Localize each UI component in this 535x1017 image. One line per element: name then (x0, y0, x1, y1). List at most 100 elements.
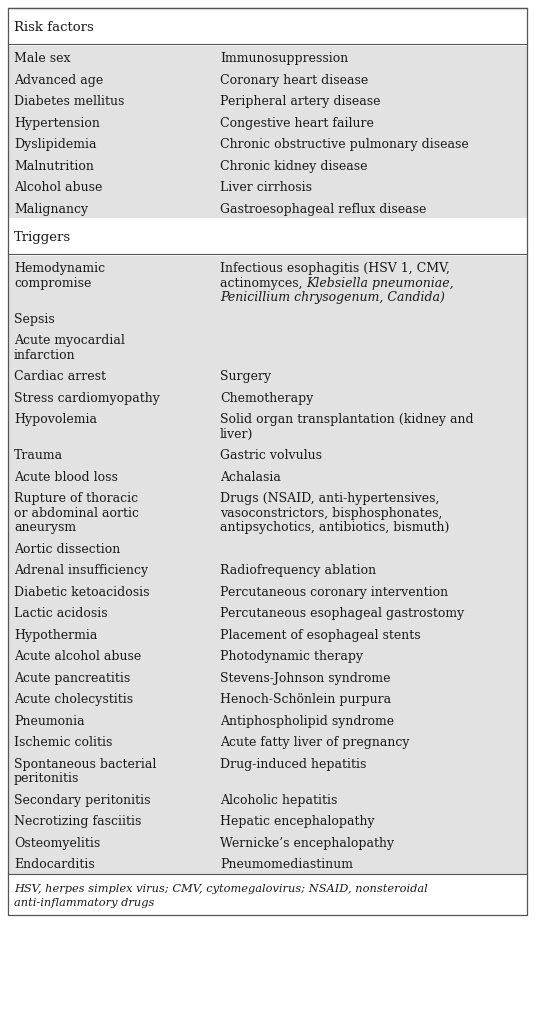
Text: Infectious esophagitis (HSV 1, CMV,: Infectious esophagitis (HSV 1, CMV, (220, 262, 450, 276)
Bar (8, 154, 527, 175)
Text: Peripheral artery disease: Peripheral artery disease (220, 96, 380, 109)
Bar (8, 644, 527, 665)
Bar (8, 665, 527, 687)
Text: Spontaneous bacterial: Spontaneous bacterial (14, 758, 156, 771)
Text: Male sex: Male sex (14, 52, 71, 65)
Bar (8, 67, 527, 89)
Text: Alcoholic hepatitis: Alcoholic hepatitis (220, 794, 338, 806)
Bar (8, 601, 527, 622)
Bar (8, 852, 527, 874)
Text: Rupture of thoracic: Rupture of thoracic (14, 492, 138, 505)
Text: antipsychotics, antibiotics, bismuth): antipsychotics, antibiotics, bismuth) (220, 522, 449, 534)
Text: Henoch-Schönlein purpura: Henoch-Schönlein purpura (220, 694, 391, 707)
Bar (8, 8, 527, 914)
Text: Photodynamic therapy: Photodynamic therapy (220, 650, 363, 663)
Text: Placement of esophageal stents: Placement of esophageal stents (220, 629, 421, 642)
Bar (8, 709, 527, 730)
Text: Wernicke’s encephalopathy: Wernicke’s encephalopathy (220, 837, 394, 850)
Text: Endocarditis: Endocarditis (14, 858, 95, 872)
Bar (8, 256, 527, 306)
Text: aneurysm: aneurysm (14, 522, 76, 534)
Bar (8, 132, 527, 154)
Bar (8, 175, 527, 196)
Bar (8, 831, 527, 852)
Text: Acute fatty liver of pregnancy: Acute fatty liver of pregnancy (220, 736, 409, 750)
Text: Adrenal insufficiency: Adrenal insufficiency (14, 564, 148, 578)
Text: Hepatic encephalopathy: Hepatic encephalopathy (220, 816, 374, 828)
Text: Advanced age: Advanced age (14, 74, 103, 86)
Text: Malignancy: Malignancy (14, 202, 88, 216)
Text: Acute alcohol abuse: Acute alcohol abuse (14, 650, 141, 663)
Bar (8, 46, 527, 67)
Bar (8, 218, 527, 254)
Text: Cardiac arrest: Cardiac arrest (14, 370, 106, 383)
Text: Alcohol abuse: Alcohol abuse (14, 181, 102, 194)
Text: Sepsis: Sepsis (14, 313, 55, 325)
Text: Hypovolemia: Hypovolemia (14, 413, 97, 426)
Text: infarction: infarction (14, 349, 75, 362)
Text: Penicillium chrysogenum, Candida): Penicillium chrysogenum, Candida) (220, 291, 445, 304)
Text: Chronic obstructive pulmonary disease: Chronic obstructive pulmonary disease (220, 138, 469, 152)
Text: Immunosuppression: Immunosuppression (220, 52, 348, 65)
Bar (8, 486, 527, 537)
Text: liver): liver) (220, 428, 254, 440)
Text: Trauma: Trauma (14, 450, 63, 463)
Text: Hypertension: Hypertension (14, 117, 100, 130)
Text: Osteomyelitis: Osteomyelitis (14, 837, 100, 850)
Text: peritonitis: peritonitis (14, 772, 79, 785)
Text: Triggers: Triggers (14, 231, 71, 244)
Text: Pneumomediastinum: Pneumomediastinum (220, 858, 353, 872)
Text: Klebsiella pneumoniae,: Klebsiella pneumoniae, (307, 277, 454, 290)
Text: Secondary peritonitis: Secondary peritonitis (14, 794, 150, 806)
Text: HSV, herpes simplex virus; CMV, cytomegalovirus; NSAID, nonsteroidal: HSV, herpes simplex virus; CMV, cytomega… (14, 884, 428, 894)
Bar (8, 622, 527, 644)
Text: Drug-induced hepatitis: Drug-induced hepatitis (220, 758, 366, 771)
Bar (8, 752, 527, 787)
Text: Achalasia: Achalasia (220, 471, 281, 484)
Bar (8, 306, 527, 328)
Text: Hemodynamic: Hemodynamic (14, 262, 105, 276)
Text: Ischemic colitis: Ischemic colitis (14, 736, 112, 750)
Text: Solid organ transplantation (kidney and: Solid organ transplantation (kidney and (220, 413, 473, 426)
Text: Risk factors: Risk factors (14, 21, 94, 35)
Text: Necrotizing fasciitis: Necrotizing fasciitis (14, 816, 141, 828)
Text: Surgery: Surgery (220, 370, 271, 383)
Bar (8, 876, 527, 914)
Bar (8, 730, 527, 752)
Text: Diabetes mellitus: Diabetes mellitus (14, 96, 124, 109)
Text: Antiphospholipid syndrome: Antiphospholipid syndrome (220, 715, 394, 728)
Bar (8, 537, 527, 558)
Text: Malnutrition: Malnutrition (14, 160, 94, 173)
Bar (8, 465, 527, 486)
Bar (8, 443, 527, 465)
Text: Percutaneous esophageal gastrostomy: Percutaneous esophageal gastrostomy (220, 607, 464, 620)
Text: Lactic acidosis: Lactic acidosis (14, 607, 108, 620)
Bar (8, 407, 527, 443)
Text: Chemotherapy: Chemotherapy (220, 392, 314, 405)
Text: Aortic dissection: Aortic dissection (14, 543, 120, 556)
Text: Acute myocardial: Acute myocardial (14, 335, 125, 348)
Text: Dyslipidemia: Dyslipidemia (14, 138, 96, 152)
Text: Chronic kidney disease: Chronic kidney disease (220, 160, 368, 173)
Text: Stress cardiomyopathy: Stress cardiomyopathy (14, 392, 160, 405)
Bar (8, 111, 527, 132)
Text: Acute blood loss: Acute blood loss (14, 471, 118, 484)
Text: Acute cholecystitis: Acute cholecystitis (14, 694, 133, 707)
Bar (8, 89, 527, 111)
Bar (8, 385, 527, 407)
Text: Liver cirrhosis: Liver cirrhosis (220, 181, 312, 194)
Text: Drugs (NSAID, anti-hypertensives,: Drugs (NSAID, anti-hypertensives, (220, 492, 439, 505)
Bar (8, 8, 527, 44)
Bar (8, 809, 527, 831)
Bar (8, 687, 527, 709)
Text: or abdominal aortic: or abdominal aortic (14, 506, 139, 520)
Text: actinomyces,: actinomyces, (220, 277, 307, 290)
Text: Acute pancreatitis: Acute pancreatitis (14, 672, 130, 684)
Bar (8, 787, 527, 809)
Text: Radiofrequency ablation: Radiofrequency ablation (220, 564, 376, 578)
Text: compromise: compromise (14, 277, 91, 290)
Text: Percutaneous coronary intervention: Percutaneous coronary intervention (220, 586, 448, 599)
Text: vasoconstrictors, bisphosphonates,: vasoconstrictors, bisphosphonates, (220, 506, 442, 520)
Text: anti-inflammatory drugs: anti-inflammatory drugs (14, 898, 155, 908)
Text: Gastric volvulus: Gastric volvulus (220, 450, 322, 463)
